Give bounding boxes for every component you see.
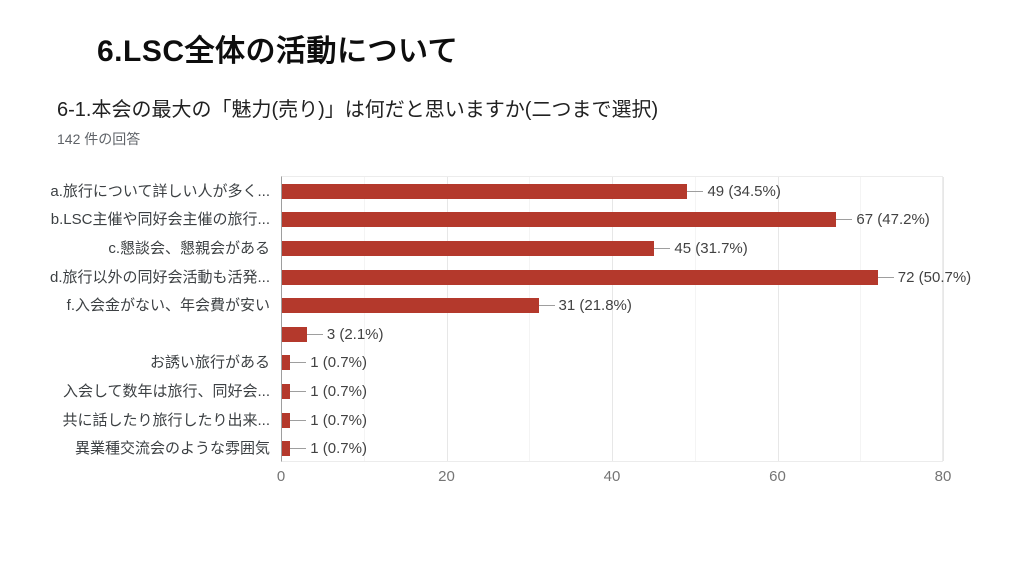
bar: [282, 183, 688, 199]
bar: [282, 441, 291, 457]
value-connector-line: [306, 333, 323, 335]
category-label: お誘い旅行がある: [149, 354, 270, 372]
bar-value-label: 31 (21.8%): [538, 291, 632, 320]
value-text: 31 (21.8%): [558, 297, 632, 315]
category-axis: a.旅行について詳しい人が多く... b.LSC主催や同好会主催の旅行... c.懇…: [0, 176, 274, 462]
x-axis: 0 20 40 60 80: [0, 468, 1024, 490]
bar: [282, 412, 291, 428]
value-connector-line: [538, 305, 555, 307]
x-tick-label: 20: [438, 468, 455, 485]
bar: [282, 326, 307, 342]
gridline-minor: [529, 177, 531, 461]
category-label: 異業種交流会のような雰囲気: [74, 440, 270, 458]
bar-row: 67 (47.2%): [282, 206, 942, 235]
bar-value-label: 45 (31.7%): [654, 234, 748, 263]
bar: [282, 298, 539, 314]
bar-row: 72 (50.7%): [282, 263, 971, 292]
gridline-major: [777, 177, 779, 461]
value-connector-line: [687, 190, 704, 192]
bar-value-label: 1 (0.7%): [290, 434, 367, 463]
bar-row: 3 (2.1%): [282, 320, 942, 349]
x-tick-label: 80: [934, 468, 952, 485]
bar-row: 1 (0.7%): [282, 406, 942, 435]
gridline-major: [446, 177, 448, 461]
bar-value-label: 1 (0.7%): [290, 349, 367, 378]
value-text: 1 (0.7%): [310, 354, 367, 372]
bar-row: 1 (0.7%): [282, 349, 942, 378]
category-label: c.懇談会、懇親会がある: [108, 239, 270, 257]
value-text: 1 (0.7%): [310, 382, 367, 400]
gridline-minor: [694, 177, 696, 461]
bar-row: 31 (21.8%): [282, 291, 942, 320]
value-text: 45 (31.7%): [674, 239, 748, 257]
page-title: 6.LSC全体の活動について: [97, 35, 459, 68]
bar-value-label: 1 (0.7%): [290, 377, 367, 406]
value-text: 72 (50.7%): [897, 268, 972, 286]
bar: [282, 240, 655, 256]
category-label: 入会して数年は旅行、同好会...: [62, 382, 270, 400]
bar: [282, 212, 837, 228]
question-title: 6-1.本会の最大の「魅力(売り)」は何だと思いますか(二つまで選択): [57, 99, 659, 121]
value-connector-line: [290, 390, 307, 392]
value-connector-line: [654, 247, 671, 249]
gridline-major: [943, 177, 944, 461]
category-label: [0, 319, 270, 348]
plot-area: 49 (34.5%) 67 (47.2%) 45 (31.7%) 72 (50.7%)…: [281, 176, 971, 463]
bar-value-label: 67 (47.2%): [836, 206, 930, 235]
bar-row: 49 (34.5%): [282, 177, 942, 206]
category-label: f.入会金がない、年会費が安い: [66, 297, 270, 315]
gridline-minor: [860, 177, 862, 461]
x-tick-label: 40: [603, 468, 621, 485]
x-tick-label: 60: [769, 468, 786, 485]
value-text: 3 (2.1%): [326, 325, 384, 343]
bar: [282, 355, 291, 371]
bar-row: 1 (0.7%): [282, 377, 942, 406]
value-connector-line: [290, 448, 307, 450]
x-tick-label: 0: [276, 468, 286, 485]
category-label: b.LSC主催や同好会主催の旅行...: [50, 211, 270, 229]
value-connector-line: [290, 419, 307, 421]
value-connector-line: [877, 276, 894, 278]
category-label: 共に話したり旅行したり出来...: [62, 411, 270, 429]
response-count: 142 件の回答: [57, 131, 141, 147]
bar: [282, 383, 291, 399]
value-text: 1 (0.7%): [310, 411, 367, 429]
bar-value-label: 49 (34.5%): [687, 177, 781, 206]
bar-value-label: 3 (2.1%): [306, 320, 384, 349]
bar-row: 1 (0.7%): [282, 434, 942, 463]
category-label: a.旅行について詳しい人が多く...: [50, 182, 270, 200]
bar: [282, 269, 878, 285]
value-text: 67 (47.2%): [856, 211, 930, 229]
value-connector-line: [836, 219, 853, 221]
value-connector-line: [290, 362, 307, 364]
gridline-major: [612, 177, 613, 461]
bar-row: 45 (31.7%): [282, 234, 942, 263]
category-label: d.旅行以外の同好会活動も活発...: [49, 268, 270, 286]
value-text: 1 (0.7%): [310, 440, 367, 458]
value-text: 49 (34.5%): [707, 182, 781, 200]
gridline-minor: [363, 177, 365, 461]
bar-value-label: 1 (0.7%): [290, 406, 367, 435]
bar-value-label: 72 (50.7%): [877, 263, 972, 292]
